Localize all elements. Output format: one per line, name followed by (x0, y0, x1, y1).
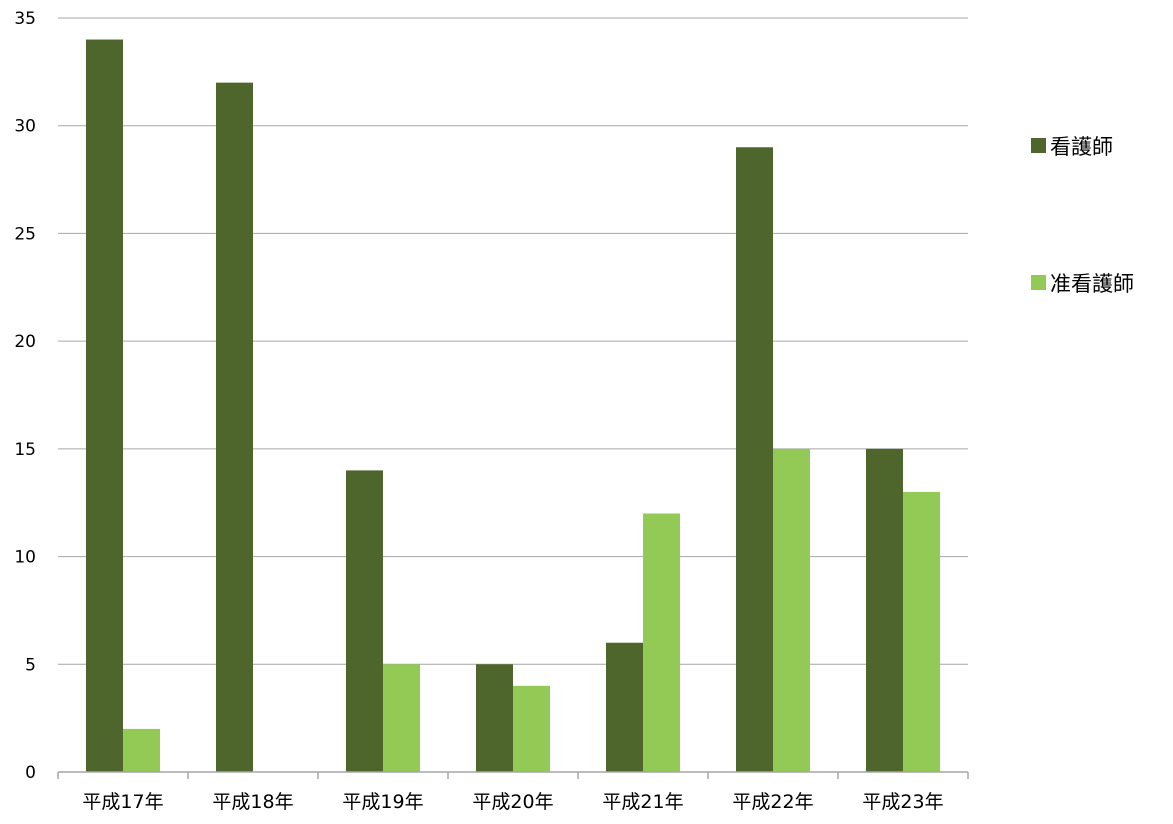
bar-junkangoshi-4 (643, 513, 680, 772)
y-tick-label-5: 5 (25, 655, 36, 675)
y-tick-label-35: 35 (14, 9, 36, 29)
bar-kangoshi-4 (606, 642, 643, 772)
bar-kangoshi-5 (736, 147, 773, 772)
bar-kangoshi-0 (86, 39, 123, 773)
bar-junkangoshi-3 (513, 685, 550, 772)
x-tick-label-6: 平成23年 (862, 791, 943, 813)
y-tick-label-25: 25 (14, 224, 36, 244)
y-tick-labels: 0 5 10 15 20 25 30 35 (14, 9, 36, 783)
bar-junkangoshi-5 (773, 448, 810, 772)
x-tick-label-3: 平成20年 (472, 791, 553, 813)
x-tick-label-1: 平成18年 (212, 791, 293, 813)
legend-swatch-0 (1031, 138, 1046, 153)
x-tick-labels: 平成17年 平成18年 平成19年 平成20年 平成21年 平成22年 平成23年 (82, 791, 943, 813)
axes (57, 771, 969, 779)
bar-junkangoshi-0 (123, 728, 160, 772)
y-tick-label-10: 10 (14, 548, 36, 568)
legend-label-1: 准看護師 (1050, 272, 1134, 296)
legend-swatch-1 (1031, 275, 1046, 290)
y-tick-label-30: 30 (14, 117, 36, 137)
y-tick-label-20: 20 (14, 332, 36, 352)
bar-junkangoshi-2 (383, 664, 420, 772)
y-tick-label-0: 0 (25, 763, 36, 783)
x-tick-label-0: 平成17年 (82, 791, 163, 813)
bar-kangoshi-3 (476, 664, 513, 772)
bar-kangoshi-6 (866, 448, 903, 772)
gridlines (58, 17, 968, 665)
bar-kangoshi-1 (216, 82, 253, 773)
bar-junkangoshi-6 (903, 491, 940, 772)
legend-label-0: 看護師 (1050, 135, 1113, 159)
bar-kangoshi-2 (346, 470, 383, 772)
x-tick-label-5: 平成22年 (732, 791, 813, 813)
x-tick-label-4: 平成21年 (602, 791, 683, 813)
x-tick-label-2: 平成19年 (342, 791, 423, 813)
bars (86, 39, 940, 773)
y-tick-label-15: 15 (14, 440, 36, 460)
